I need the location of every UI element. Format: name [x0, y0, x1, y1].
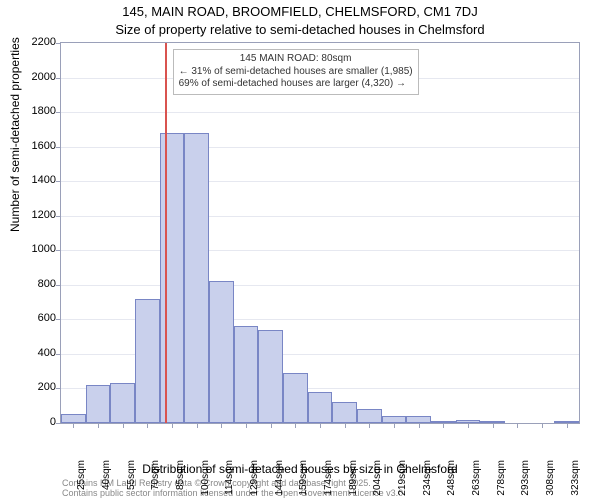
- histogram-bar: [234, 326, 259, 423]
- title-line-1: 145, MAIN ROAD, BROOMFIELD, CHELMSFORD, …: [0, 4, 600, 19]
- y-tick-label: 200: [16, 381, 56, 393]
- histogram-bar: [61, 414, 86, 423]
- histogram-bar: [406, 416, 431, 423]
- x-tick-label: 293sqm: [520, 460, 531, 496]
- x-tick-label: 189sqm: [348, 460, 359, 496]
- histogram-bar: [184, 133, 209, 423]
- y-tick-label: 1400: [16, 174, 56, 186]
- x-tick-label: 278sqm: [496, 460, 507, 496]
- y-tick-label: 600: [16, 312, 56, 324]
- x-tick-label: 308sqm: [545, 460, 556, 496]
- y-tick-label: 400: [16, 347, 56, 359]
- x-tick-label: 323sqm: [570, 460, 581, 496]
- x-tick-label: 263sqm: [471, 460, 482, 496]
- annotation-box: 145 MAIN ROAD: 80sqm← 31% of semi-detach…: [173, 49, 419, 95]
- histogram-bar: [110, 383, 135, 423]
- x-tick-label: 144sqm: [274, 460, 285, 496]
- x-tick-label: 114sqm: [224, 460, 235, 495]
- x-tick-label: 219sqm: [397, 460, 408, 496]
- x-tick-label: 129sqm: [249, 460, 260, 496]
- histogram-bar: [135, 299, 160, 423]
- histogram-bar: [357, 409, 382, 423]
- annotation-line-3: 69% of semi-detached houses are larger (…: [179, 78, 413, 91]
- x-tick-label: 234sqm: [422, 460, 433, 496]
- x-tick-label: 25sqm: [76, 460, 87, 490]
- y-tick-label: 1000: [16, 243, 56, 255]
- histogram-bar: [283, 373, 308, 423]
- x-tick-label: 40sqm: [101, 460, 112, 490]
- chart-container: 145, MAIN ROAD, BROOMFIELD, CHELMSFORD, …: [0, 0, 600, 500]
- annotation-line-2: ← 31% of semi-detached houses are smalle…: [179, 66, 413, 79]
- x-tick-label: 70sqm: [150, 460, 161, 490]
- histogram-bar: [86, 385, 111, 423]
- marker-line: [165, 43, 167, 423]
- x-tick-label: 85sqm: [175, 460, 186, 490]
- histogram-bar: [332, 402, 357, 423]
- y-tick-label: 2200: [16, 36, 56, 48]
- x-tick-label: 204sqm: [372, 460, 383, 496]
- plot-area: 145 MAIN ROAD: 80sqm← 31% of semi-detach…: [60, 42, 580, 424]
- annotation-line-1: 145 MAIN ROAD: 80sqm: [179, 53, 413, 66]
- y-tick-label: 800: [16, 278, 56, 290]
- y-tick-label: 1200: [16, 209, 56, 221]
- x-tick-label: 248sqm: [446, 460, 457, 496]
- y-tick-label: 1800: [16, 105, 56, 117]
- x-tick-label: 174sqm: [323, 460, 334, 496]
- y-tick-label: 1600: [16, 140, 56, 152]
- histogram-bar: [160, 133, 185, 423]
- y-axis-label: Number of semi-detached properties: [8, 37, 22, 232]
- y-tick-label: 2000: [16, 71, 56, 83]
- x-tick-label: 159sqm: [298, 460, 309, 496]
- x-tick-label: 55sqm: [126, 460, 137, 490]
- histogram-bar: [258, 330, 283, 423]
- title-line-2: Size of property relative to semi-detach…: [0, 22, 600, 37]
- histogram-bar: [308, 392, 333, 423]
- histogram-bar: [382, 416, 407, 423]
- y-tick-label: 0: [16, 416, 56, 428]
- histogram-bar: [209, 281, 234, 423]
- x-tick-label: 100sqm: [200, 460, 211, 496]
